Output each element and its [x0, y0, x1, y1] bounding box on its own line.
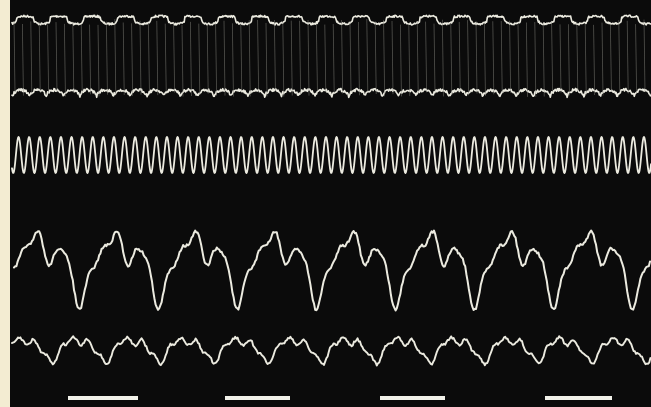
- pulse-edge: [181, 24, 184, 97]
- pulse-edge: [324, 24, 327, 93]
- traces: [11, 14, 651, 367]
- pulse-edge: [358, 21, 360, 96]
- pulse-edge: [349, 22, 352, 92]
- pulse-edge: [22, 24, 24, 96]
- pulse-edge: [316, 23, 318, 92]
- pulse-edge: [568, 24, 570, 96]
- pulse-edge: [635, 24, 637, 94]
- pulse-edge: [290, 20, 293, 96]
- pulse-edge: [593, 24, 595, 95]
- pulse-edge: [425, 21, 427, 93]
- pulse-edge: [223, 20, 226, 96]
- pulse-edge: [576, 21, 579, 92]
- pulse-edge: [341, 19, 343, 94]
- pulse-edge: [559, 24, 562, 93]
- pulse-edge: [215, 23, 217, 96]
- pulse-edge: [383, 19, 385, 97]
- pulse-edge: [122, 22, 125, 95]
- pulse-edge: [55, 22, 58, 93]
- pulse-edge: [526, 22, 528, 97]
- pulse-edge: [148, 22, 150, 92]
- pulse-edge: [240, 23, 243, 92]
- pulse-edge: [442, 19, 444, 97]
- pulse-trace-top: [11, 14, 651, 26]
- pulse-edge: [450, 23, 453, 96]
- pulse-edge: [206, 23, 209, 94]
- pulse-edge: [467, 20, 469, 96]
- time-markers: [68, 396, 612, 400]
- pulse-edge: [106, 21, 108, 95]
- sine-trace: [11, 136, 651, 174]
- pulse-edge: [332, 24, 335, 95]
- pulse-edge: [80, 24, 83, 95]
- pulse-edge: [156, 20, 159, 96]
- lower-trace: [11, 335, 651, 367]
- pulse-edge: [114, 19, 117, 95]
- pulse-edge: [618, 20, 621, 93]
- pulse-edge: [173, 22, 175, 93]
- pulse-edge: [30, 21, 33, 94]
- pulse-edge: [500, 21, 503, 94]
- pulse-edge: [416, 21, 419, 94]
- pulse-edge: [584, 23, 587, 95]
- pulse-edge: [190, 21, 192, 96]
- pulse-edge: [366, 19, 369, 93]
- pulse-edge: [198, 23, 201, 95]
- time-marker: [545, 396, 612, 400]
- pulse-edge: [400, 24, 402, 97]
- pulse-edge: [164, 23, 167, 92]
- pulse-edge: [89, 24, 91, 95]
- pulse-edge: [38, 21, 41, 93]
- pulse-edge: [299, 20, 301, 95]
- time-marker: [380, 396, 445, 400]
- pulse-edge: [265, 23, 268, 97]
- pulse-edge: [47, 24, 49, 94]
- pulse-edge: [64, 23, 66, 97]
- time-marker: [68, 396, 138, 400]
- pulse-edge: [391, 20, 394, 95]
- pulse-edge: [626, 20, 629, 94]
- pulse-edge: [139, 20, 142, 95]
- pulse-edge: [374, 21, 377, 95]
- pulse-edge: [601, 22, 604, 96]
- pulse-edge: [433, 23, 436, 92]
- pulse-edge: [307, 19, 310, 96]
- pulse-edge: [72, 21, 75, 93]
- pulse-edge: [517, 24, 520, 94]
- pulse-edge: [475, 20, 478, 94]
- pulse-edge: [509, 20, 511, 93]
- pulse-edge: [282, 21, 285, 97]
- pulse-edge: [232, 23, 234, 97]
- complex-trace: [13, 229, 651, 312]
- pulse-edge: [542, 23, 545, 97]
- pulse-edge: [408, 23, 411, 97]
- pulse-edge: [248, 20, 251, 97]
- pulse-edge: [13, 21, 16, 92]
- pulse-edge: [534, 22, 537, 97]
- pulse-edge: [643, 19, 646, 92]
- pulse-edge: [492, 21, 495, 95]
- pulse-edge: [274, 20, 276, 92]
- pulse-edge: [484, 22, 486, 96]
- pulse-edge: [610, 23, 612, 92]
- pulse-edge: [551, 20, 553, 92]
- pulse-edge: [131, 23, 133, 96]
- time-marker: [225, 396, 290, 400]
- pulse-edge: [97, 24, 100, 97]
- pulse-edge: [257, 19, 259, 93]
- pulse-edge: [458, 21, 461, 92]
